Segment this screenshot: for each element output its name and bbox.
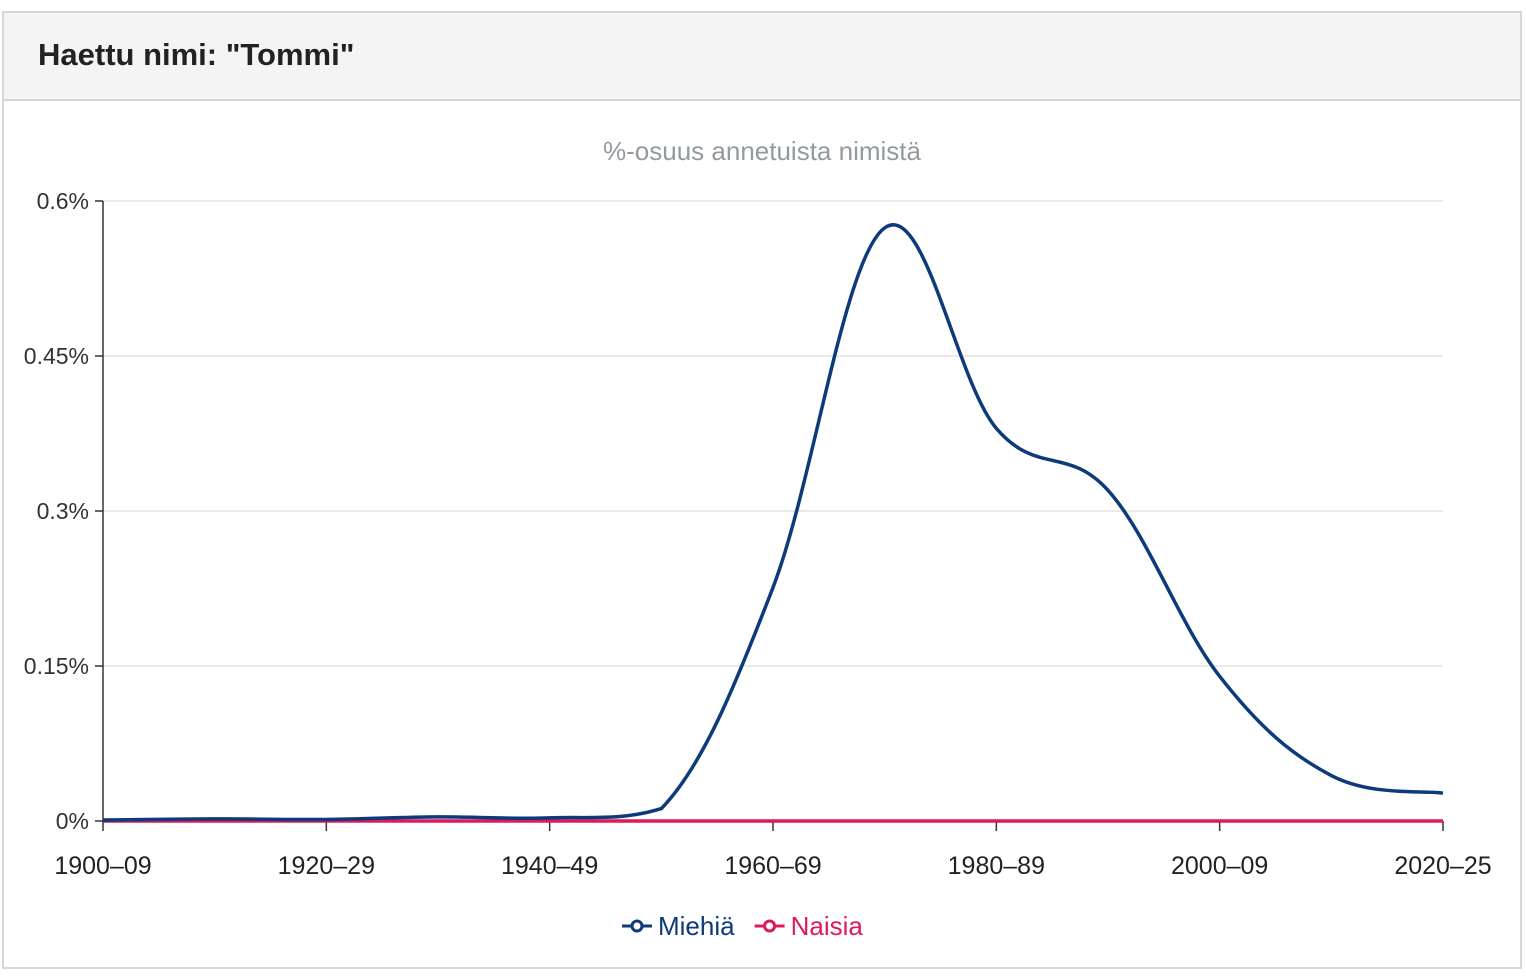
- plot-lines: [102, 223, 1444, 823]
- legend-item: Miehiä: [622, 911, 735, 941]
- x-tick-label: 1920–29: [278, 852, 375, 880]
- legend-item: Naisia: [754, 911, 864, 941]
- grid-lines: [103, 200, 1443, 667]
- x-tick-label: 1980–89: [948, 852, 1045, 880]
- series-line-miehiä: [102, 223, 1444, 822]
- y-tick-label: 0%: [56, 808, 89, 834]
- y-axis: 0% 0.15% 0.3% 0.45% 0.6%: [24, 188, 104, 834]
- legend-label: Naisia: [791, 911, 864, 941]
- card-header: Haettu nimi: "Tommi": [4, 13, 1520, 101]
- x-tick-label: 1900–09: [54, 852, 151, 880]
- chart-card: Haettu nimi: "Tommi": [2, 11, 1522, 969]
- x-tick-label: 2000–09: [1171, 852, 1268, 880]
- x-tick-label: 1960–69: [724, 852, 821, 880]
- y-tick-label: 0.15%: [24, 653, 89, 679]
- legend-marker-icon: [630, 919, 644, 933]
- legend-label: Miehiä: [658, 911, 735, 941]
- legend: Miehiä Naisia: [622, 911, 863, 941]
- y-tick-label: 0.3%: [37, 498, 89, 524]
- legend-marker-icon: [763, 919, 777, 933]
- x-tick-label: 2020–25: [1394, 852, 1491, 880]
- x-axis: 1900–09 1920–29 1940–49 1960–69 1980–89 2000–…: [54, 820, 1492, 880]
- x-tick-label: 1940–49: [501, 852, 598, 880]
- chart-subtitle: %-osuus annetuista nimistä: [603, 136, 921, 166]
- y-tick-label: 0.45%: [24, 343, 89, 369]
- y-tick-label: 0.6%: [37, 188, 89, 214]
- page-title: Haettu nimi: "Tommi": [38, 37, 355, 72]
